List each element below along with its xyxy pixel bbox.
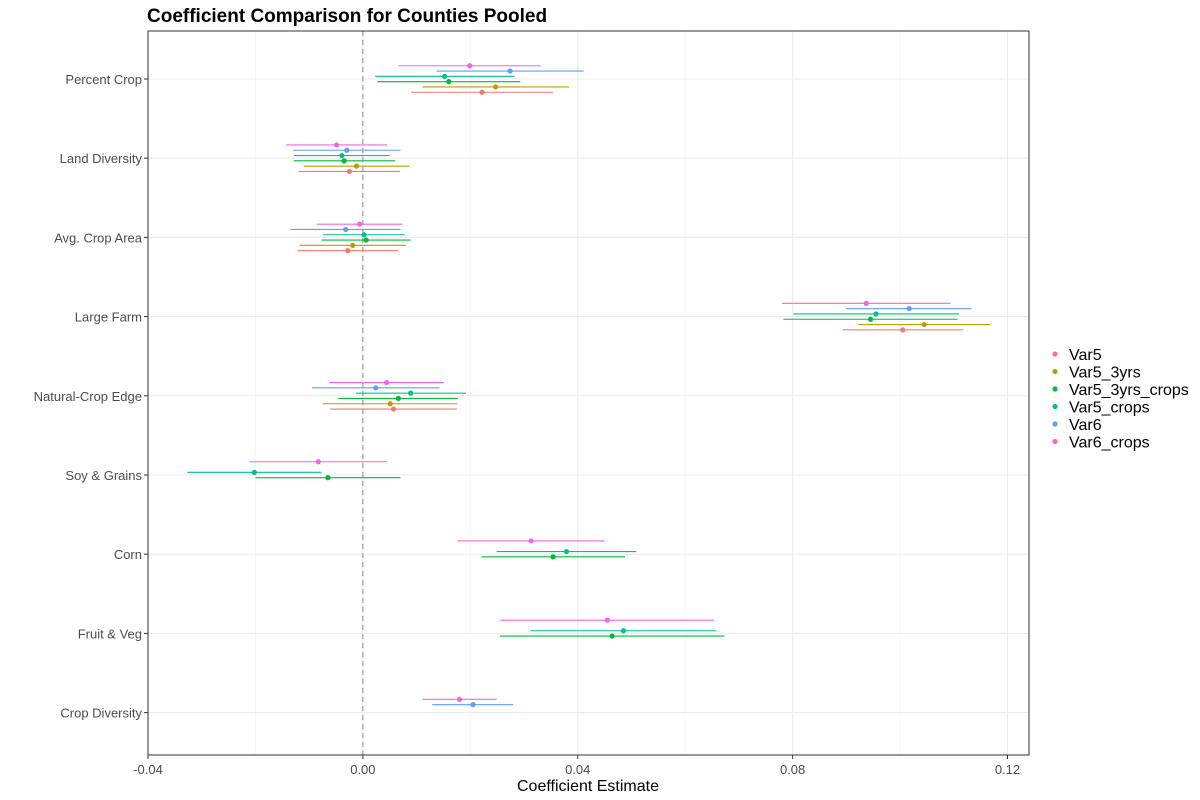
x-tick-label: 0.08 bbox=[780, 762, 805, 777]
legend-label: Var5_3yrs_crops bbox=[1069, 382, 1189, 399]
y-tick-label: Crop Diversity bbox=[60, 706, 142, 721]
x-tick-label: 0.00 bbox=[350, 762, 375, 777]
data-point bbox=[408, 390, 414, 396]
data-point bbox=[479, 89, 485, 95]
data-point bbox=[325, 475, 331, 481]
legend-key bbox=[1052, 438, 1058, 445]
data-point bbox=[353, 163, 360, 169]
plot-background bbox=[148, 31, 1029, 755]
y-tick-label: Avg. Crop Area bbox=[54, 230, 143, 245]
data-point bbox=[350, 242, 356, 248]
legend-label: Var5 bbox=[1069, 347, 1102, 364]
data-point bbox=[921, 321, 927, 328]
legend-label: Var5_3yrs bbox=[1069, 365, 1141, 382]
y-tick-label: Soy & Grains bbox=[65, 468, 142, 483]
data-point bbox=[906, 306, 912, 312]
legend-label: Var6 bbox=[1069, 417, 1102, 434]
data-point bbox=[528, 538, 534, 544]
legend-key bbox=[1052, 386, 1058, 392]
plot-area: -0.04 0.00 0.04 0.08 0.12 Percent Crop Land Di… bbox=[34, 30, 1030, 777]
data-point bbox=[339, 152, 345, 159]
data-point bbox=[873, 311, 879, 317]
legend-label: Var6_crops bbox=[1069, 435, 1150, 452]
legend: Var5Var5_3yrsVar5_3yrs_cropsVar5_cropsVa… bbox=[1052, 347, 1189, 452]
data-point bbox=[863, 300, 869, 306]
data-point bbox=[395, 395, 401, 402]
data-point bbox=[867, 316, 874, 322]
data-point bbox=[446, 79, 452, 85]
x-tick-label: 0.04 bbox=[565, 762, 590, 777]
x-tick-label: 0.12 bbox=[995, 762, 1020, 777]
data-point bbox=[363, 237, 369, 243]
data-point bbox=[373, 385, 379, 391]
y-tick-label: Large Farm bbox=[75, 310, 142, 325]
y-tick-label: Land Diversity bbox=[60, 151, 143, 166]
data-point bbox=[609, 633, 615, 639]
data-point bbox=[390, 406, 397, 412]
legend-key bbox=[1052, 421, 1058, 427]
x-axis-label: Coefficient Estimate bbox=[517, 778, 659, 795]
data-point bbox=[620, 628, 627, 634]
y-tick-label: Natural-Crop Edge bbox=[34, 389, 142, 404]
data-point bbox=[456, 696, 463, 702]
data-point bbox=[900, 327, 906, 333]
data-point bbox=[315, 459, 321, 465]
data-point bbox=[343, 226, 349, 233]
data-point bbox=[333, 142, 340, 148]
data-point bbox=[467, 63, 473, 69]
data-point bbox=[345, 248, 351, 254]
data-point bbox=[563, 548, 570, 555]
data-point bbox=[346, 168, 353, 175]
data-point bbox=[441, 73, 448, 79]
data-point bbox=[507, 68, 513, 74]
data-point bbox=[251, 469, 257, 475]
data-point bbox=[604, 617, 610, 623]
data-point bbox=[470, 702, 476, 708]
y-tick-label: Corn bbox=[114, 547, 142, 562]
plot-border bbox=[147, 30, 1030, 756]
legend-label: Var5_crops bbox=[1069, 400, 1150, 417]
y-tick-label: Percent Crop bbox=[65, 72, 142, 87]
x-tick-label: -0.04 bbox=[133, 762, 163, 777]
data-point bbox=[550, 554, 556, 560]
data-point bbox=[361, 232, 367, 238]
data-point bbox=[492, 84, 499, 90]
legend-key bbox=[1052, 351, 1058, 357]
legend-key bbox=[1052, 368, 1058, 375]
legend-key bbox=[1052, 403, 1058, 410]
data-point bbox=[344, 147, 350, 153]
y-tick-label: Fruit & Veg bbox=[78, 626, 142, 641]
chart-title: Coefficient Comparison for Counties Pool… bbox=[147, 6, 547, 27]
data-point bbox=[357, 221, 363, 227]
data-point bbox=[387, 401, 393, 407]
data-point bbox=[341, 158, 347, 164]
data-point bbox=[383, 379, 390, 386]
